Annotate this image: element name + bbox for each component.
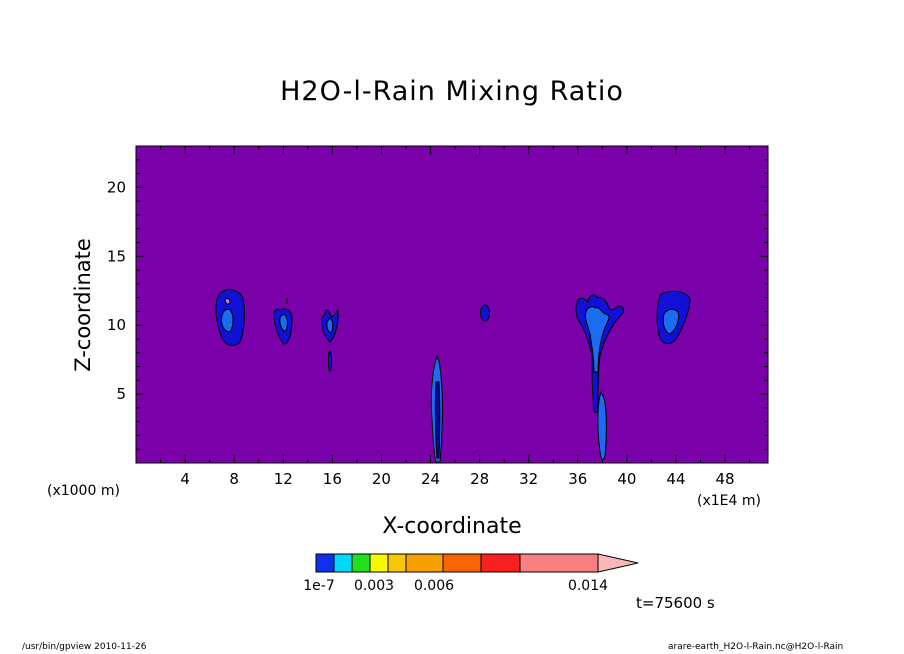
rain-cell-38-inner (585, 306, 610, 373)
rain-cell-8-core (224, 298, 231, 305)
x-tick-label: 32 (519, 470, 538, 488)
contour-features (215, 289, 691, 463)
chart-title: H2O-l-Rain Mixing Ratio (280, 76, 624, 107)
x-tick-label: 16 (323, 470, 342, 488)
x-tick-label: 24 (421, 470, 440, 488)
x-tick-label: 8 (229, 470, 239, 488)
footer-left: /usr/bin/gpview 2010-11-26 (22, 642, 147, 652)
x-tick-label: 40 (617, 470, 636, 488)
x-tick-label: 4 (180, 470, 190, 488)
y-axis-label: Z-coordinate (71, 238, 95, 372)
colorbar-extend-arrow (597, 553, 639, 573)
colorbar-swatch (315, 553, 335, 573)
x-tick-label: 36 (568, 470, 587, 488)
y-tick-label: 20 (107, 178, 126, 196)
colorbar-label: 0.003 (354, 578, 394, 594)
y-tick-label: 15 (107, 247, 126, 265)
x-tick-label: 48 (716, 470, 735, 488)
colorbar-swatch (333, 553, 353, 573)
x-tick-label: 44 (666, 470, 685, 488)
colorbar-swatch (369, 553, 389, 573)
x-tick-label: 12 (274, 470, 293, 488)
colorbar-swatch (405, 553, 444, 573)
colorbar-swatch (387, 553, 407, 573)
colorbar-swatch (442, 553, 482, 573)
colorbar-label: 0.006 (414, 578, 454, 594)
x-unit-note: (x1000 m) (47, 483, 120, 499)
y-axis-ticks: 5 10 15 20 (107, 159, 768, 450)
rain-cell-8-inner (221, 308, 234, 333)
rain-cell-16-drip (327, 350, 333, 372)
x-axis-ticks: 4 8 12 16 20 24 28 32 36 40 44 48 (160, 146, 751, 488)
y-tick-label: 5 (116, 385, 126, 403)
footer-right: arare-earth_H2O-l-Rain.nc@H2O-l-Rain (668, 642, 844, 652)
rain-cell-12-inner (279, 314, 288, 332)
x-tick-label: 28 (470, 470, 489, 488)
rain-shaft-24-core (434, 381, 441, 459)
colorbar-swatch (480, 553, 521, 573)
x-unit-note-right: (x1E4 m) (697, 493, 761, 509)
y-tick-label: 10 (107, 316, 126, 334)
rain-cell-44-inner (662, 308, 679, 335)
x-tick-label: 20 (372, 470, 391, 488)
colorbar-swatch (519, 553, 599, 573)
time-label: t=75600 s (636, 594, 715, 612)
colorbar-swatch (351, 553, 371, 573)
colorbar-label: 1e-7 (303, 578, 334, 594)
rain-cell-28 (480, 304, 490, 322)
colorbar: 1e-7 0.003 0.006 0.014 (303, 553, 639, 594)
rain-cell-16-inner (326, 317, 334, 333)
colorbar-label: 0.014 (568, 578, 608, 594)
x-axis-label: X-coordinate (382, 514, 522, 539)
